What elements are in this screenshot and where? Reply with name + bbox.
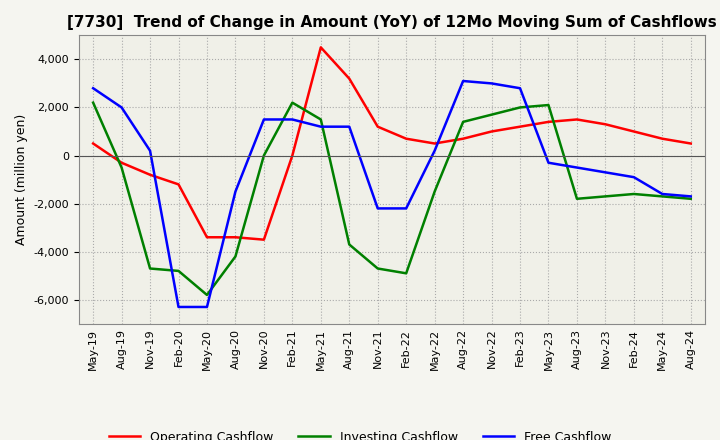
Investing Cashflow <box>260 153 269 158</box>
Free Cashflow <box>572 165 581 170</box>
Investing Cashflow <box>629 191 638 197</box>
Free Cashflow <box>629 175 638 180</box>
Free Cashflow <box>686 194 695 199</box>
Investing Cashflow <box>288 100 297 105</box>
Operating Cashflow <box>516 124 524 129</box>
Operating Cashflow <box>231 235 240 240</box>
Operating Cashflow <box>317 45 325 50</box>
Operating Cashflow <box>374 124 382 129</box>
Investing Cashflow <box>317 117 325 122</box>
Free Cashflow <box>402 206 410 211</box>
Operating Cashflow <box>202 235 211 240</box>
Free Cashflow <box>658 191 667 197</box>
Operating Cashflow <box>260 237 269 242</box>
Operating Cashflow <box>601 121 610 127</box>
Investing Cashflow <box>516 105 524 110</box>
Free Cashflow <box>459 78 467 84</box>
Investing Cashflow <box>202 292 211 297</box>
Free Cashflow <box>202 304 211 310</box>
Investing Cashflow <box>345 242 354 247</box>
Free Cashflow <box>117 105 126 110</box>
Investing Cashflow <box>686 196 695 202</box>
Free Cashflow <box>601 170 610 175</box>
Free Cashflow <box>544 160 553 165</box>
Free Cashflow <box>174 304 183 310</box>
Legend: Operating Cashflow, Investing Cashflow, Free Cashflow: Operating Cashflow, Investing Cashflow, … <box>104 426 616 440</box>
Line: Investing Cashflow: Investing Cashflow <box>93 103 690 295</box>
Investing Cashflow <box>117 165 126 170</box>
Operating Cashflow <box>345 76 354 81</box>
Investing Cashflow <box>374 266 382 271</box>
Investing Cashflow <box>572 196 581 202</box>
Investing Cashflow <box>402 271 410 276</box>
Operating Cashflow <box>686 141 695 146</box>
Investing Cashflow <box>487 112 496 117</box>
Free Cashflow <box>516 85 524 91</box>
Investing Cashflow <box>174 268 183 274</box>
Operating Cashflow <box>431 141 439 146</box>
Line: Free Cashflow: Free Cashflow <box>93 81 690 307</box>
Y-axis label: Amount (million yen): Amount (million yen) <box>15 114 28 245</box>
Free Cashflow <box>374 206 382 211</box>
Free Cashflow <box>317 124 325 129</box>
Operating Cashflow <box>117 160 126 165</box>
Free Cashflow <box>260 117 269 122</box>
Investing Cashflow <box>544 103 553 108</box>
Free Cashflow <box>145 148 154 154</box>
Investing Cashflow <box>431 189 439 194</box>
Investing Cashflow <box>658 194 667 199</box>
Free Cashflow <box>288 117 297 122</box>
Free Cashflow <box>231 189 240 194</box>
Investing Cashflow <box>89 100 97 105</box>
Free Cashflow <box>89 85 97 91</box>
Investing Cashflow <box>601 194 610 199</box>
Operating Cashflow <box>487 129 496 134</box>
Operating Cashflow <box>459 136 467 141</box>
Operating Cashflow <box>658 136 667 141</box>
Operating Cashflow <box>89 141 97 146</box>
Operating Cashflow <box>402 136 410 141</box>
Line: Operating Cashflow: Operating Cashflow <box>93 48 690 240</box>
Investing Cashflow <box>231 254 240 259</box>
Investing Cashflow <box>459 119 467 125</box>
Investing Cashflow <box>145 266 154 271</box>
Operating Cashflow <box>544 119 553 125</box>
Operating Cashflow <box>572 117 581 122</box>
Operating Cashflow <box>145 172 154 177</box>
Title: [7730]  Trend of Change in Amount (YoY) of 12Mo Moving Sum of Cashflows: [7730] Trend of Change in Amount (YoY) o… <box>67 15 717 30</box>
Free Cashflow <box>487 81 496 86</box>
Free Cashflow <box>345 124 354 129</box>
Operating Cashflow <box>288 153 297 158</box>
Operating Cashflow <box>174 182 183 187</box>
Free Cashflow <box>431 148 439 154</box>
Operating Cashflow <box>629 129 638 134</box>
